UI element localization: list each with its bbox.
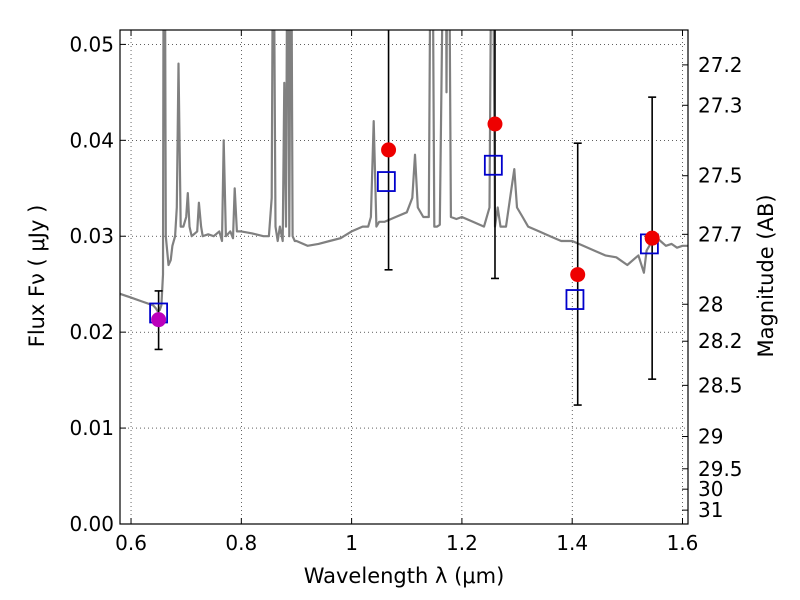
- data-point: [487, 116, 503, 132]
- x-tick-label: 1: [345, 531, 358, 555]
- y-tick-label: 0.04: [69, 128, 114, 152]
- grid: [120, 30, 688, 525]
- y-tick-label: 0.01: [69, 416, 114, 440]
- right-tick-label: 28: [698, 292, 723, 316]
- right-tick-label: 27.5: [698, 164, 743, 188]
- data-point: [151, 312, 167, 328]
- data-point: [381, 142, 397, 158]
- model-point: [565, 289, 585, 310]
- plot-frame: [119, 29, 689, 525]
- right-tick-label: 29.5: [698, 457, 743, 481]
- model-spectrum: [120, 30, 688, 313]
- y-tick-label: 0.03: [69, 224, 114, 248]
- model-point: [376, 171, 396, 192]
- model-point: [483, 154, 503, 176]
- right-tick-label: 30: [698, 477, 723, 501]
- x-tick-label: 1.6: [667, 531, 699, 555]
- x-tick-label: 1.2: [446, 531, 478, 555]
- y-axis-label: Flux Fν ( μJy ): [25, 205, 49, 348]
- model-photometry-squares: [149, 154, 659, 324]
- data-point: [570, 267, 586, 283]
- y-tick-label: 0.02: [69, 320, 114, 344]
- x-tick-label: 1.4: [556, 531, 588, 555]
- error-bars: [154, 30, 657, 406]
- right-axis-label: Magnitude (AB): [754, 194, 778, 357]
- data-point: [644, 230, 660, 246]
- right-tick-label: 31: [698, 498, 723, 522]
- right-tick-label: 28.2: [698, 329, 743, 353]
- right-tick-label: 27.7: [698, 222, 743, 246]
- spectrum-line: [120, 30, 688, 313]
- observed-photometry-points: [151, 116, 660, 328]
- y-axis-ticks: 0.00 0.01 0.02 0.03 0.04 0.05: [69, 32, 126, 536]
- x-tick-label: 0.6: [115, 531, 147, 555]
- y-tick-label: 0.05: [69, 32, 114, 56]
- y-tick-label: 0.00: [69, 512, 114, 536]
- right-tick-label: 27.2: [698, 53, 743, 77]
- right-tick-label: 29: [698, 425, 723, 449]
- x-axis-ticks: 0.6 0.8 1 1.2 1.4 1.6: [115, 30, 698, 555]
- right-tick-label: 27.3: [698, 93, 743, 117]
- right-tick-label: 28.5: [698, 373, 743, 397]
- x-tick-label: 0.8: [225, 531, 257, 555]
- x-axis-label: Wavelength λ (μm): [304, 564, 505, 588]
